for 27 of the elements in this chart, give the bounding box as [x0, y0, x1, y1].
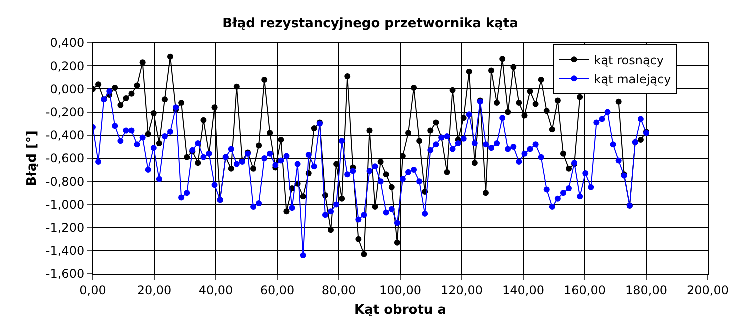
y-tick-label: -0,400	[46, 128, 85, 143]
x-axis-title: Kąt obrotu a	[354, 303, 446, 318]
y-tick-label: 0,000	[50, 82, 85, 96]
x-tick-label: 120,00	[441, 283, 483, 298]
y-tick-label: -0,600	[46, 152, 85, 166]
y-tick-label: 0,400	[50, 36, 85, 50]
chart-title: Błąd rezystancyjnego przetwornika kąta	[222, 16, 518, 32]
y-tick-label: -0,800	[46, 174, 85, 189]
x-tick-label: 60,00	[260, 283, 295, 298]
y-tick-label: -1,000	[46, 198, 85, 212]
x-tick-label: 160,00	[564, 283, 606, 298]
x-tick-label: 80,00	[322, 283, 356, 298]
x-tick-label: 200,00	[687, 283, 729, 298]
legend-label: kąt rosnący	[594, 53, 664, 68]
y-tick-label: -1,600	[46, 267, 85, 282]
y-tick-label: -1,400	[46, 244, 85, 258]
x-tick-label: 100,00	[380, 283, 422, 298]
x-tick-label: 140,00	[502, 283, 544, 298]
x-tick-label: 0,00	[80, 283, 106, 298]
y-axis-title: Błąd [°]	[24, 130, 40, 186]
y-tick-label: -0,200	[46, 106, 85, 120]
x-tick-label: 20,00	[137, 283, 172, 298]
x-tick-label: 180,00	[626, 283, 668, 298]
x-tick-label: 40,00	[198, 283, 234, 298]
legend-label: kąt malejący	[594, 72, 672, 86]
y-tick-label: -1,200	[46, 221, 85, 235]
y-tick-label: 0,200	[50, 59, 85, 74]
